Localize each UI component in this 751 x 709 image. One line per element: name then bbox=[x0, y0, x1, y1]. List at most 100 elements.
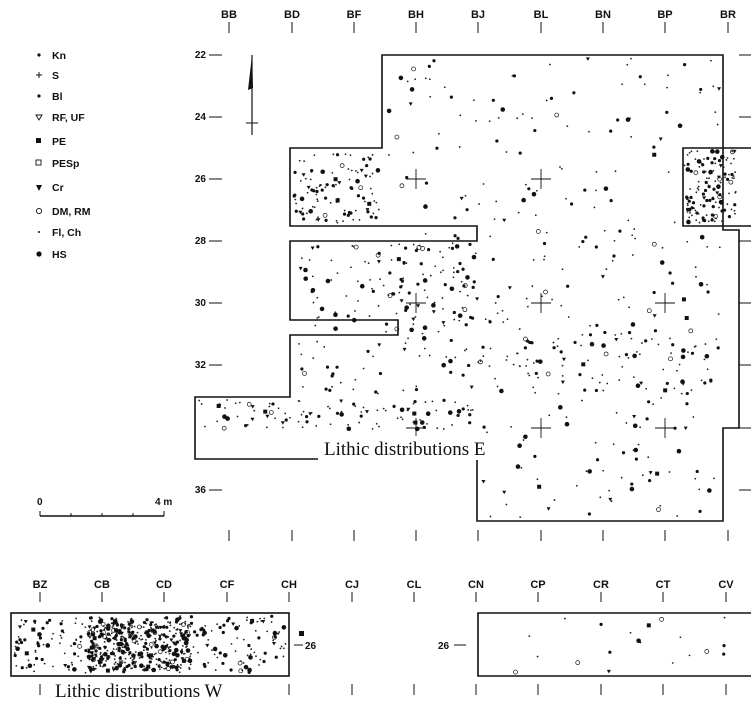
artifact-point bbox=[137, 643, 139, 645]
artifact-point bbox=[528, 374, 531, 377]
artifact-point bbox=[183, 640, 189, 646]
artifact-point bbox=[694, 266, 697, 269]
artifact-point bbox=[241, 669, 244, 672]
artifact-point bbox=[629, 486, 635, 492]
artifact-point bbox=[553, 499, 556, 501]
artifact-point bbox=[668, 356, 673, 362]
artifact-point bbox=[691, 201, 696, 205]
artifact-point bbox=[119, 661, 122, 664]
artifact-point bbox=[214, 669, 217, 671]
artifact-point bbox=[221, 661, 225, 666]
artifact-point bbox=[189, 621, 194, 625]
artifact-point bbox=[151, 630, 153, 633]
artifact-point bbox=[63, 664, 68, 668]
artifact-point bbox=[545, 99, 548, 102]
artifact-point bbox=[113, 658, 116, 661]
artifact-point bbox=[355, 170, 357, 172]
artifact-point bbox=[484, 318, 487, 321]
artifact-point bbox=[526, 305, 529, 308]
artifact-point bbox=[667, 171, 670, 174]
artifact-point bbox=[516, 352, 519, 355]
west-col-label: CB bbox=[94, 579, 110, 591]
artifact-point bbox=[452, 267, 455, 269]
artifact-point bbox=[465, 208, 469, 212]
artifact-point bbox=[712, 169, 715, 172]
artifact-point bbox=[52, 632, 54, 635]
artifact-point bbox=[189, 655, 192, 658]
artifact-point bbox=[195, 633, 199, 637]
artifact-point bbox=[557, 392, 560, 395]
artifact-point bbox=[693, 170, 699, 176]
artifact-point bbox=[129, 619, 135, 624]
artifact-point bbox=[207, 661, 210, 664]
artifact-point bbox=[469, 385, 474, 390]
artifact-point bbox=[303, 276, 309, 281]
artifact-point bbox=[461, 306, 464, 309]
artifact-point bbox=[33, 619, 37, 623]
artifact-point bbox=[456, 414, 459, 417]
artifact-point bbox=[150, 658, 153, 660]
artifact-point bbox=[616, 118, 620, 122]
artifact-point bbox=[300, 257, 303, 260]
artifact-point bbox=[111, 628, 116, 633]
artifact-point bbox=[184, 620, 187, 623]
artifact-point bbox=[396, 257, 401, 262]
artifact-point bbox=[304, 415, 309, 419]
artifact-point bbox=[95, 624, 99, 629]
artifact-point bbox=[316, 200, 319, 203]
artifact-point bbox=[255, 655, 257, 658]
artifact-point bbox=[110, 617, 114, 621]
artifact-point bbox=[262, 659, 266, 664]
east-title: Lithic distributions E bbox=[324, 439, 486, 460]
artifact-point bbox=[339, 381, 342, 384]
artifact-point bbox=[176, 666, 179, 668]
artifact-point bbox=[706, 156, 710, 160]
artifact-point bbox=[179, 667, 182, 669]
artifact-point bbox=[365, 410, 370, 414]
east-artifact-points bbox=[198, 57, 737, 519]
artifact-point bbox=[624, 353, 629, 357]
artifact-point bbox=[718, 199, 724, 205]
artifact-point bbox=[641, 474, 644, 477]
artifact-point bbox=[488, 365, 491, 368]
artifact-point bbox=[635, 383, 641, 389]
artifact-point bbox=[272, 639, 275, 642]
artifact-point bbox=[698, 509, 702, 513]
artifact-point bbox=[137, 624, 142, 630]
artifact-point bbox=[180, 650, 184, 654]
artifact-point bbox=[354, 405, 357, 408]
artifact-point bbox=[685, 402, 689, 406]
artifact-point bbox=[354, 310, 356, 312]
artifact-point bbox=[175, 621, 178, 624]
artifact-point bbox=[121, 662, 123, 664]
artifact-point bbox=[670, 352, 672, 355]
artifact-point bbox=[358, 219, 361, 221]
artifact-point bbox=[595, 170, 598, 173]
artifact-point bbox=[432, 59, 436, 63]
artifact-point bbox=[536, 478, 539, 481]
artifact-point bbox=[418, 354, 421, 357]
artifact-point bbox=[424, 181, 429, 185]
pe-symbol-icon bbox=[36, 138, 41, 143]
artifact-point bbox=[656, 507, 661, 512]
artifact-point bbox=[216, 623, 219, 626]
artifact-point bbox=[453, 318, 456, 321]
artifact-point bbox=[422, 273, 424, 276]
artifact-point bbox=[111, 652, 115, 656]
artifact-point bbox=[103, 641, 106, 643]
artifact-point bbox=[124, 651, 127, 654]
artifact-point bbox=[439, 271, 442, 274]
east-row-label: 32 bbox=[195, 360, 207, 371]
artifact-point bbox=[371, 172, 374, 175]
artifact-point bbox=[167, 621, 169, 624]
artifact-point bbox=[142, 649, 145, 652]
artifact-point bbox=[13, 652, 16, 654]
west-col-label: CF bbox=[220, 579, 235, 591]
west-col-label: CJ bbox=[345, 579, 359, 591]
artifact-point bbox=[246, 423, 249, 426]
artifact-point bbox=[609, 129, 613, 133]
artifact-point bbox=[594, 245, 598, 249]
artifact-point bbox=[139, 664, 143, 668]
artifact-point bbox=[197, 651, 199, 654]
artifact-point bbox=[695, 275, 697, 278]
